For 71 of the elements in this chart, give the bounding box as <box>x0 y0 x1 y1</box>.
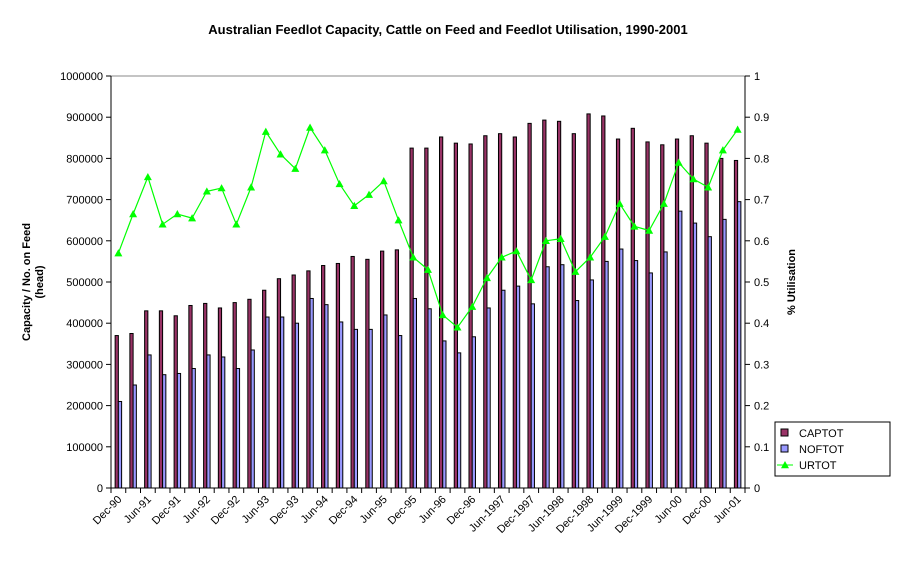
point <box>144 172 152 180</box>
point <box>556 234 565 242</box>
point <box>394 216 403 224</box>
point <box>660 200 668 207</box>
y-tick-label: 900000 <box>66 112 103 124</box>
y2-axis-title: % Utilisation <box>786 248 798 316</box>
y-tick-label: 100000 <box>66 442 103 454</box>
point <box>202 187 211 195</box>
y2-tick-label: 0.5 <box>754 277 770 289</box>
point <box>600 232 609 240</box>
point <box>571 268 580 275</box>
y-tick-label: 400000 <box>66 318 103 330</box>
point <box>453 323 462 331</box>
y2-tick-label: 0.3 <box>754 359 770 372</box>
point <box>409 253 418 260</box>
chart-title: Australian Feedlot Capacity, Cattle on Feed and Feedlot Utilisation, 1990-2001 <box>208 22 688 37</box>
y-tick-label: 800000 <box>66 153 103 166</box>
point <box>527 276 536 284</box>
y2-tick-label: 0.9 <box>754 112 770 124</box>
point <box>129 210 138 218</box>
y-tick-label: 200000 <box>66 400 103 413</box>
point <box>276 150 285 158</box>
y-tick-label: 0 <box>96 483 103 495</box>
point <box>380 177 388 184</box>
y-tick-label: 500000 <box>66 277 103 289</box>
point <box>468 302 476 310</box>
point <box>438 310 447 318</box>
point <box>291 164 300 172</box>
point <box>173 210 182 218</box>
point <box>114 249 122 256</box>
point <box>365 190 374 198</box>
y-axis-title: Capacity / No. on Feed (head) <box>21 223 46 341</box>
y2-tick-label: 0.2 <box>754 400 770 413</box>
y2-tick-label: 1 <box>754 71 760 83</box>
y-tick-label: 600000 <box>66 236 103 248</box>
y2-tick-label: 0.7 <box>754 194 770 207</box>
y2-tick-label: 0 <box>754 483 760 495</box>
point <box>424 266 432 273</box>
point <box>616 200 624 207</box>
point <box>188 214 196 222</box>
point <box>218 184 226 192</box>
point <box>262 128 270 135</box>
y-tick-label: 700000 <box>66 194 103 207</box>
point <box>586 253 594 260</box>
point <box>158 220 167 228</box>
y-tick-label: 1000000 <box>60 71 103 83</box>
point <box>630 222 638 230</box>
y2-tick-label: 0.6 <box>754 236 770 248</box>
point <box>320 146 329 154</box>
y2-tick-label: 0.8 <box>754 153 770 166</box>
point <box>734 126 742 133</box>
point <box>542 236 550 244</box>
point <box>350 202 358 209</box>
point <box>645 226 654 234</box>
point <box>718 146 727 154</box>
y2-tick-label: 0.1 <box>754 442 770 454</box>
legend-label: URTOT <box>799 460 837 472</box>
point <box>704 183 712 190</box>
point <box>306 124 314 131</box>
point <box>232 220 240 228</box>
point <box>336 180 344 188</box>
y2-tick-label: 0.4 <box>754 318 770 330</box>
point <box>482 274 491 282</box>
legend-label: CAPTOT <box>799 428 844 440</box>
point <box>512 247 520 254</box>
point <box>689 175 698 182</box>
point <box>674 158 683 166</box>
y-tick-label: 300000 <box>66 359 103 372</box>
legend-label: NOFTOT <box>799 444 844 456</box>
point <box>498 253 506 260</box>
point <box>247 183 256 190</box>
